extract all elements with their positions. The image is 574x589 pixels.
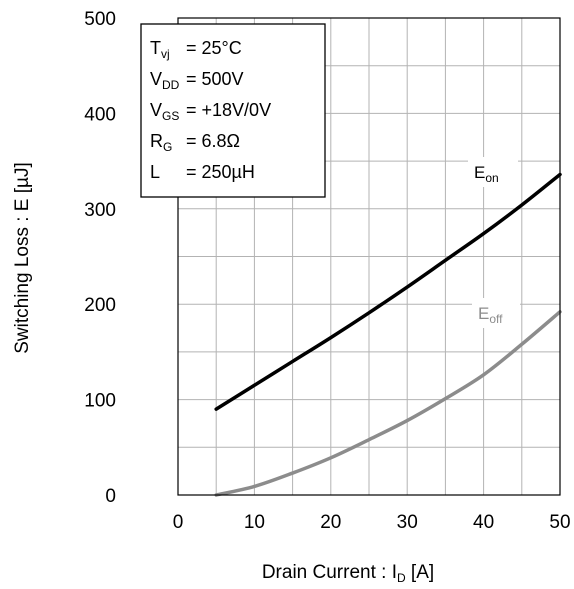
condition-value: = 250µH [186, 162, 255, 182]
series-label-eoff: Eoff [478, 304, 503, 326]
condition-value: = 25°C [186, 38, 242, 58]
series-label-bg-on [468, 157, 518, 187]
condition-subscript: DD [162, 78, 180, 92]
condition-value: = 6.8Ω [186, 131, 240, 151]
series-label-eoff-sub: off [489, 312, 503, 326]
condition-symbol: R [150, 131, 163, 151]
x-axis-title-main: Drain Current : I [262, 562, 397, 583]
condition-subscript: G [163, 140, 172, 154]
y-tick-label: 500 [84, 9, 116, 30]
x-axis-title: Drain Current : ID [A] [262, 562, 434, 585]
condition-symbol: T [150, 38, 161, 58]
condition-line: RG [150, 131, 172, 154]
plot-frame [177, 17, 561, 496]
series-line-eoff [214, 310, 562, 497]
y-tick-label: 200 [84, 295, 116, 316]
x-tick-label: 0 [173, 512, 184, 533]
y-axis-title: Switching Loss : E [µJ] [12, 162, 33, 354]
series-label-eon-sub: on [485, 171, 498, 185]
x-tick-label: 30 [397, 512, 418, 533]
condition-subscript: GS [162, 109, 179, 123]
series-label-eon-main: E [474, 163, 485, 182]
condition-line: VGS [150, 100, 179, 123]
condition-symbol: V [150, 100, 162, 120]
x-tick-label: 40 [473, 512, 494, 533]
x-axis-title-tail: [A] [406, 562, 435, 583]
condition-line: Tvj [150, 38, 170, 61]
condition-value: = 500V [186, 69, 244, 89]
y-tick-label: 100 [84, 391, 116, 412]
condition-subscript: vj [161, 47, 170, 61]
x-tick-label: 50 [549, 512, 570, 533]
condition-symbol: L [150, 162, 160, 182]
y-tick-label: 300 [84, 200, 116, 221]
x-tick-label: 20 [320, 512, 341, 533]
x-tick-label: 10 [244, 512, 265, 533]
series-label-eon: Eon [474, 163, 499, 185]
y-tick-label: 0 [105, 486, 116, 507]
series-labels: Eon Eoff [468, 157, 520, 328]
condition-line: L [150, 162, 160, 182]
condition-value: = +18V/0V [186, 100, 271, 120]
conditions-box-border [140, 23, 326, 198]
series-label-eoff-main: E [478, 304, 489, 323]
series-label-bg-off [472, 298, 520, 328]
x-axis-title-sub: D [397, 571, 406, 585]
y-tick-label: 400 [84, 104, 116, 125]
series-lines [214, 172, 562, 497]
condition-symbol: V [150, 69, 162, 89]
condition-line: VDD [150, 69, 180, 92]
series-line-eon [214, 172, 562, 411]
